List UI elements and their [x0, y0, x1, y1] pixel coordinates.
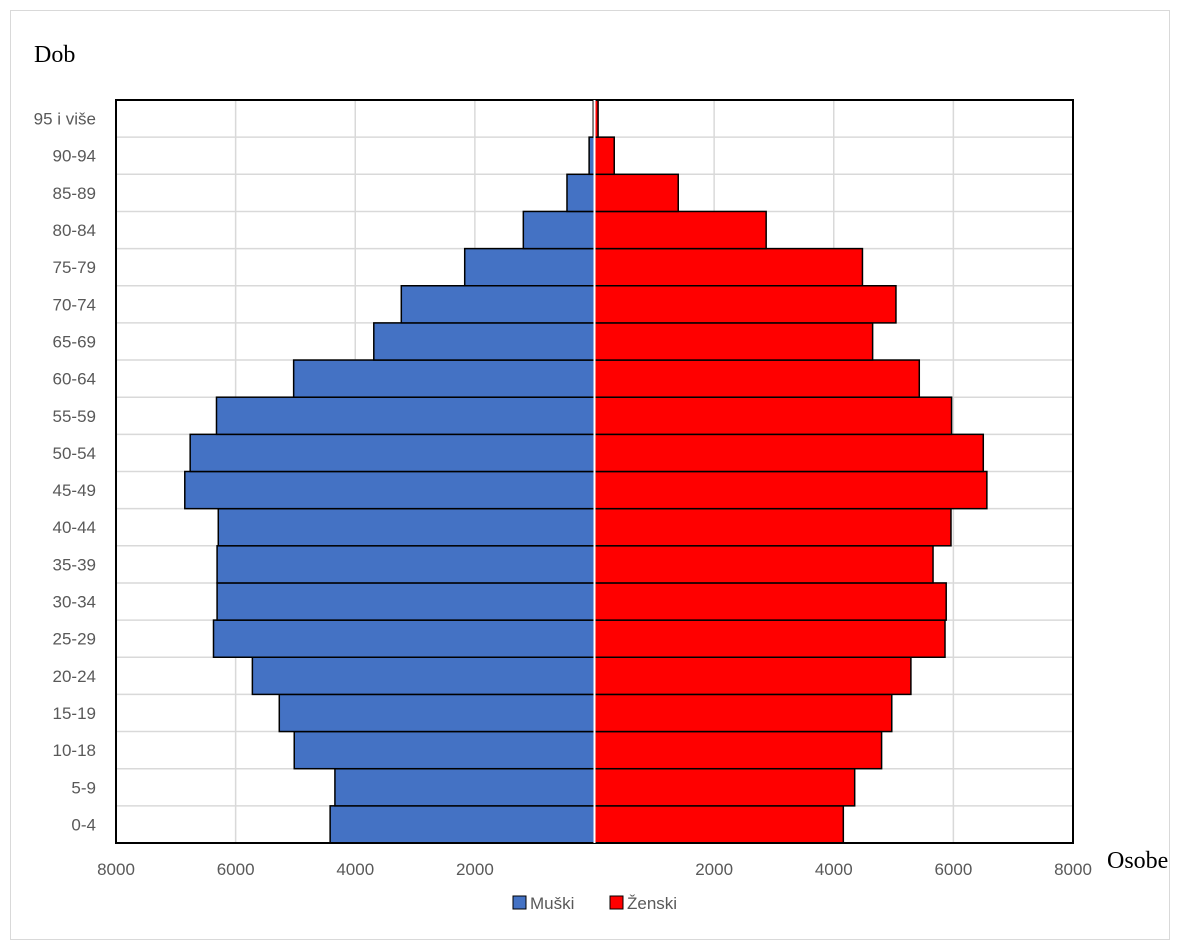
bar-zenski-15-19 — [593, 693, 893, 733]
x-tick-label: 8000 — [1054, 860, 1092, 879]
x-tick-label: 4000 — [815, 860, 853, 879]
bar-muski-35-39 — [216, 545, 596, 584]
y-tick-label: 5-9 — [71, 778, 96, 797]
bar-muski-45-49 — [184, 470, 596, 510]
bar-muski-25-29 — [212, 619, 596, 658]
bar-zenski-80-84 — [593, 210, 767, 250]
bar-muski-10-18 — [293, 730, 596, 770]
bar-muski-75-79 — [463, 247, 596, 287]
x-tick-label: 2000 — [695, 860, 733, 879]
bar-zenski-40-44 — [593, 507, 952, 547]
y-tick-label: 0-4 — [71, 815, 96, 834]
bar-zenski-75-79 — [593, 247, 864, 287]
y-tick-label: 55-59 — [53, 407, 96, 426]
y-tick-label: 45-49 — [53, 481, 96, 500]
legend-swatch-muski — [512, 895, 527, 910]
y-tick-label: 65-69 — [53, 332, 96, 351]
y-axis-title: Dob — [34, 42, 75, 68]
bar-zenski-20-24 — [593, 656, 912, 696]
y-tick-label: 30-34 — [53, 593, 96, 612]
bar-muski-5-9 — [334, 767, 596, 807]
bar-muski-80-84 — [522, 210, 596, 250]
bar-zenski-65-69 — [593, 322, 874, 361]
legend: Muški Ženski — [512, 894, 677, 913]
bar-muski-85-89 — [566, 173, 596, 213]
y-tick-label: 20-24 — [53, 667, 96, 686]
x-tick-label: 6000 — [217, 860, 255, 879]
y-tick-labels: 0-4 5-9 10-18 15-19 20-24 25-29 30-34 35-39 40-4… — [34, 110, 96, 835]
bar-muski-50-54 — [189, 433, 596, 473]
bar-muski-0-4 — [329, 805, 596, 844]
y-tick-label: 10-18 — [53, 741, 96, 760]
bar-zenski-55-59 — [593, 396, 953, 436]
y-tick-label: 35-39 — [53, 555, 96, 574]
y-tick-label: 80-84 — [53, 221, 96, 240]
y-tick-label: 85-89 — [53, 184, 96, 203]
bar-zenski-85-89 — [593, 173, 679, 213]
bar-zenski-60-64 — [593, 359, 921, 398]
bar-zenski-25-29 — [593, 619, 946, 658]
y-tick-label: 70-74 — [53, 295, 96, 314]
bar-zenski-5-9 — [593, 767, 856, 807]
bar-zenski-10-18 — [593, 730, 883, 770]
y-tick-label: 40-44 — [53, 518, 96, 537]
legend-label-muski: Muški — [530, 894, 574, 913]
y-tick-label: 95 i više — [34, 110, 96, 129]
y-tick-label: 90-94 — [53, 147, 96, 166]
legend-label-zenski: Ženski — [627, 894, 677, 913]
y-tick-label: 15-19 — [53, 704, 96, 723]
bar-zenski-90-94 — [593, 136, 615, 176]
bar-zenski-70-74 — [593, 285, 897, 324]
x-tick-label: 4000 — [336, 860, 374, 879]
bar-zenski-45-49 — [593, 470, 988, 510]
bar-muski-15-19 — [278, 693, 596, 733]
bar-muski-30-34 — [216, 582, 596, 621]
y-tick-label: 50-54 — [53, 444, 96, 463]
bars — [184, 99, 988, 844]
bar-zenski-30-34 — [593, 582, 947, 621]
x-tick-label: 2000 — [456, 860, 494, 879]
x-tick-labels: 8000 6000 4000 2000 2000 4000 6000 8000 — [97, 860, 1092, 879]
bar-muski-55-59 — [215, 396, 596, 436]
bar-muski-65-69 — [373, 322, 596, 361]
bar-muski-40-44 — [217, 507, 596, 547]
y-tick-label: 25-29 — [53, 630, 96, 649]
bar-zenski-0-4 — [593, 805, 845, 844]
bar-zenski-50-54 — [593, 433, 985, 473]
x-tick-label: 6000 — [934, 860, 972, 879]
y-tick-label: 75-79 — [53, 258, 96, 277]
bar-muski-70-74 — [400, 285, 596, 324]
x-axis-title: Osobe — [1107, 848, 1168, 874]
bar-muski-20-24 — [251, 656, 596, 696]
y-tick-label: 60-64 — [53, 370, 96, 389]
legend-swatch-zenski — [609, 895, 624, 910]
bar-zenski-35-39 — [593, 545, 934, 584]
x-tick-label: 8000 — [97, 860, 135, 879]
bar-muski-60-64 — [292, 359, 596, 398]
